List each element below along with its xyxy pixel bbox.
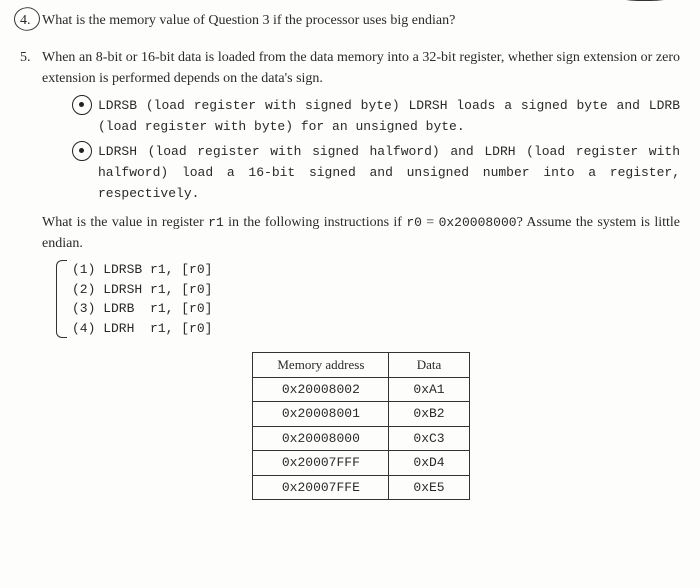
question-4-number: 4. [20,10,42,31]
table-cell: 0xD4 [389,451,469,476]
radio-bullet-icon [72,95,98,113]
table-cell: 0xC3 [389,426,469,451]
table-cell: 0x20008002 [253,377,389,402]
bullet-item: LDRSH (load register with signed halfwor… [72,141,680,204]
question-5: 5. When an 8-bit or 16-bit data is loade… [20,47,680,500]
bullet-list: LDRSB (load register with signed byte) L… [72,95,680,204]
table-cell: 0xE5 [389,475,469,500]
table-cell: 0x20008001 [253,402,389,427]
page-arc-decoration [600,0,690,1]
bullet-text-2: LDRSH (load register with signed halfwor… [98,141,680,204]
table-header-row: Memory address Data [253,353,469,378]
memory-table: Memory address Data 0x20008002 0xA1 0x20… [252,352,469,500]
table-cell: 0x20008000 [253,426,389,451]
table-header: Memory address [253,353,389,378]
question-5-ask: What is the value in register r1 in the … [42,212,680,254]
question-4-text: What is the memory value of Question 3 i… [42,10,680,31]
instruction-line: (4) LDRH r1, [r0] [72,319,680,339]
question-4: 4. What is the memory value of Question … [20,10,680,31]
instruction-line: (3) LDRB r1, [r0] [72,299,680,319]
table-cell: 0xA1 [389,377,469,402]
bullet-item: LDRSB (load register with signed byte) L… [72,95,680,137]
question-5-intro: When an 8-bit or 16-bit data is loaded f… [42,47,680,89]
table-cell: 0xB2 [389,402,469,427]
table-row: 0x20007FFE 0xE5 [253,475,469,500]
instruction-line: (2) LDRSH r1, [r0] [72,280,680,300]
radio-bullet-icon [72,141,98,159]
bullet-text-1: LDRSB (load register with signed byte) L… [98,95,680,137]
table-cell: 0x20007FFF [253,451,389,476]
table-row: 0x20008001 0xB2 [253,402,469,427]
table-row: 0x20007FFF 0xD4 [253,451,469,476]
question-5-number: 5. [20,47,42,68]
table-row: 0x20008000 0xC3 [253,426,469,451]
instruction-line: (1) LDRSB r1, [r0] [72,260,680,280]
table-row: 0x20008002 0xA1 [253,377,469,402]
table-cell: 0x20007FFE [253,475,389,500]
table-header: Data [389,353,469,378]
instruction-block: (1) LDRSB r1, [r0] (2) LDRSH r1, [r0] (3… [72,260,680,338]
